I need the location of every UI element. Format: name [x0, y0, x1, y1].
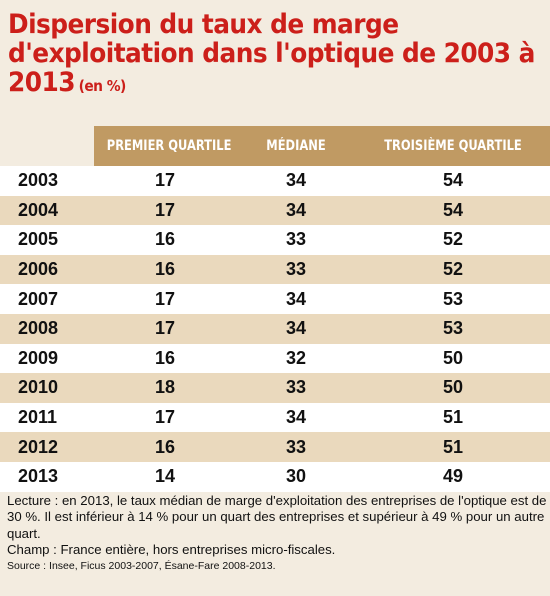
cell-year: 2004 — [18, 199, 59, 220]
table-row: 2003 17 34 54 — [0, 166, 550, 196]
header-premier-quartile: PREMIER QUARTILE — [106, 138, 232, 154]
table-row: 2011 17 34 51 — [0, 402, 550, 433]
table-row: 2007 17 34 53 — [0, 284, 550, 314]
cell-premier-quartile: 18 — [154, 377, 176, 398]
cell-troisieme-quartile: 50 — [442, 377, 464, 398]
cell-premier-quartile: 14 — [154, 466, 176, 487]
title-block: Dispersion du taux de marge d'exploitati… — [0, 0, 550, 104]
cell-premier-quartile: 17 — [154, 407, 176, 428]
cell-mediane: 32 — [285, 347, 307, 368]
table-header: PREMIER QUARTILE MÉDIANE TROISIÈME QUART… — [0, 126, 550, 166]
header-bar: PREMIER QUARTILE MÉDIANE TROISIÈME QUART… — [94, 126, 550, 166]
cell-premier-quartile: 17 — [154, 288, 176, 309]
chart-title: Dispersion du taux de marge d'exploitati… — [8, 10, 550, 101]
cell-year: 2005 — [18, 229, 59, 250]
cell-premier-quartile: 16 — [154, 347, 176, 368]
cell-premier-quartile: 17 — [154, 170, 176, 191]
cell-troisieme-quartile: 50 — [442, 347, 464, 368]
cell-year: 2011 — [18, 407, 58, 428]
cell-premier-quartile: 16 — [154, 259, 176, 280]
table-row: 2013 14 30 49 — [0, 461, 550, 492]
cell-year: 2008 — [18, 318, 59, 339]
header-year-cell — [0, 126, 94, 166]
cell-mediane: 33 — [285, 229, 307, 250]
cell-troisieme-quartile: 53 — [442, 288, 464, 309]
table-row: 2006 16 33 52 — [0, 254, 550, 285]
cell-year: 2013 — [18, 466, 59, 487]
header-mediane: MÉDIANE — [266, 138, 326, 154]
cell-mediane: 33 — [285, 436, 307, 457]
cell-troisieme-quartile: 52 — [442, 259, 464, 280]
cell-year: 2009 — [18, 347, 59, 368]
note-champ: Champ : France entière, hors entreprises… — [7, 542, 336, 558]
notes: Lecture : en 2013, le taux médian de mar… — [7, 493, 547, 574]
cell-year: 2012 — [18, 436, 59, 457]
table-row: 2010 18 33 50 — [0, 373, 550, 403]
chart-unit: (en %) — [78, 77, 127, 95]
table-body: 2003 17 34 54 2004 17 34 54 2005 16 33 52 2006 16 33 52… — [0, 166, 550, 492]
cell-troisieme-quartile: 49 — [442, 466, 464, 487]
table-row: 2004 17 34 54 — [0, 195, 550, 226]
table-row: 2005 16 33 52 — [0, 225, 550, 255]
table-row: 2009 16 32 50 — [0, 343, 550, 374]
header-troisieme-quartile: TROISIÈME QUARTILE — [384, 138, 522, 154]
cell-troisieme-quartile: 51 — [442, 407, 464, 428]
cell-troisieme-quartile: 54 — [442, 170, 464, 191]
cell-mediane: 33 — [285, 377, 307, 398]
cell-mediane: 34 — [285, 170, 307, 191]
table-row: 2012 16 33 51 — [0, 432, 550, 462]
data-table: PREMIER QUARTILE MÉDIANE TROISIÈME QUART… — [0, 126, 550, 492]
cell-year: 2006 — [18, 259, 59, 280]
cell-year: 2010 — [18, 377, 59, 398]
cell-premier-quartile: 16 — [154, 436, 176, 457]
cell-mediane: 30 — [285, 466, 307, 487]
chart-title-text: Dispersion du taux de marge d'exploitati… — [8, 9, 535, 98]
cell-premier-quartile: 17 — [154, 318, 176, 339]
cell-year: 2003 — [18, 170, 59, 191]
cell-mediane: 34 — [285, 407, 307, 428]
cell-mediane: 34 — [285, 199, 307, 220]
cell-premier-quartile: 16 — [154, 229, 176, 250]
cell-troisieme-quartile: 52 — [442, 229, 464, 250]
cell-troisieme-quartile: 51 — [442, 436, 464, 457]
table-row: 2008 17 34 53 — [0, 313, 550, 344]
cell-mediane: 34 — [285, 288, 307, 309]
cell-year: 2007 — [18, 288, 59, 309]
cell-premier-quartile: 17 — [154, 199, 176, 220]
cell-mediane: 34 — [285, 318, 307, 339]
note-lecture: Lecture : en 2013, le taux médian de mar… — [7, 493, 547, 541]
cell-mediane: 33 — [285, 259, 307, 280]
cell-troisieme-quartile: 53 — [442, 318, 464, 339]
cell-troisieme-quartile: 54 — [442, 199, 464, 220]
note-source: Source : Insee, Ficus 2003-2007, Ésane-F… — [7, 559, 276, 572]
